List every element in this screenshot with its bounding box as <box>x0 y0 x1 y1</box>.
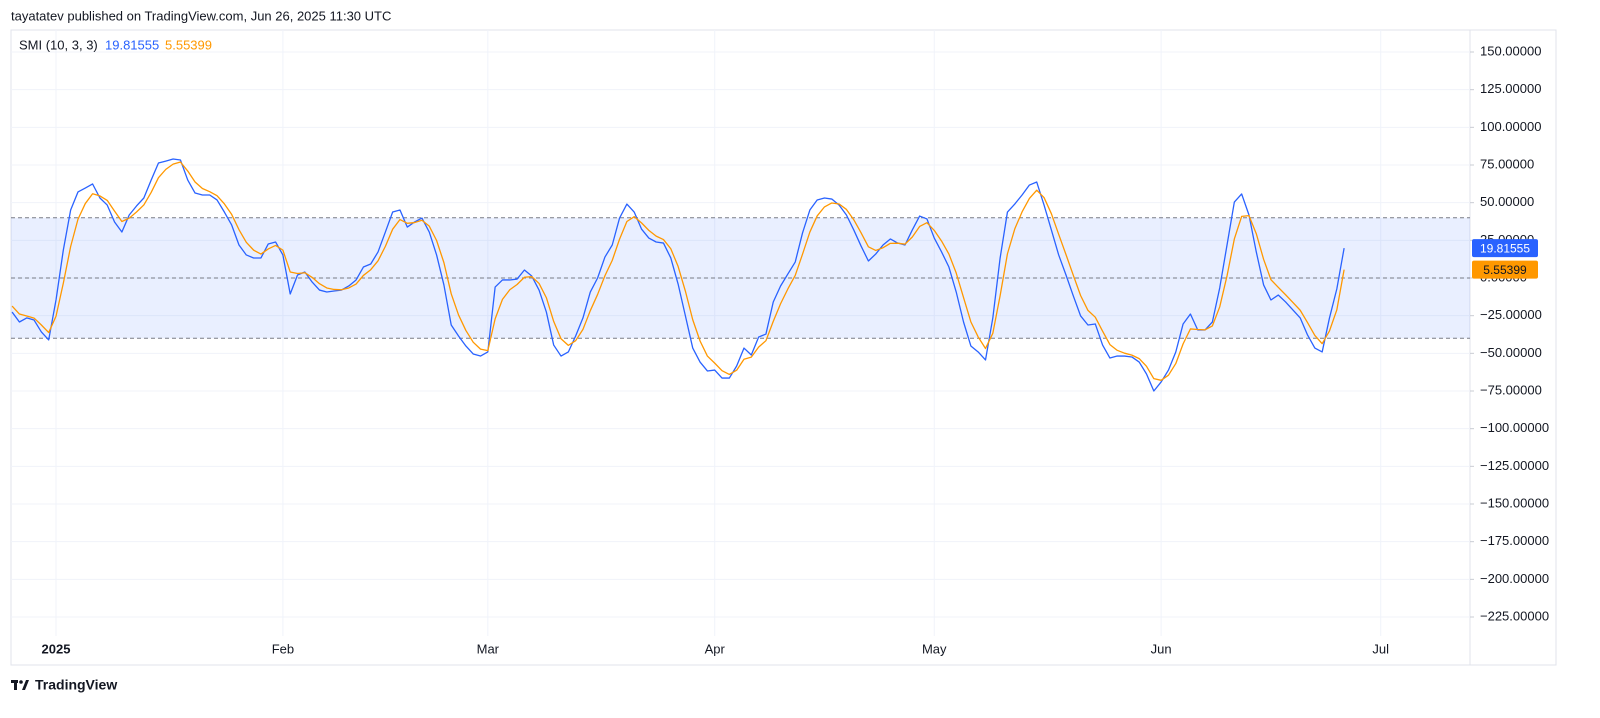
y-tick-label: 50.00000 <box>1480 194 1534 209</box>
x-tick-label: Jul <box>1372 641 1389 656</box>
legend-value: 5.55399 <box>165 37 212 52</box>
y-tick-label: 100.00000 <box>1480 119 1541 134</box>
last-value-label: 5.55399 <box>1483 263 1527 277</box>
y-tick-label: 125.00000 <box>1480 81 1541 96</box>
frame <box>10 29 1557 666</box>
header: tayatatev published on TradingView.com, … <box>11 8 391 23</box>
y-tick-label: −175.00000 <box>1480 533 1549 548</box>
series-line <box>11 161 1345 381</box>
last-value-label: 19.81555 <box>1480 241 1530 255</box>
legend: SMI (10, 3, 3) 19.81555 5.55399 <box>19 37 212 52</box>
x-tick-label: 2025 <box>42 641 71 656</box>
series-line <box>11 158 1345 392</box>
y-tick-label: −75.00000 <box>1480 382 1542 397</box>
y-tick-label: −25.00000 <box>1480 307 1542 322</box>
x-tick-label: Mar <box>477 641 500 656</box>
footer-brand: TradingView <box>35 677 117 693</box>
x-tick-label: Feb <box>272 641 294 656</box>
x-tick-label: Jun <box>1151 641 1172 656</box>
footer-logo: TradingView <box>11 677 117 693</box>
y-tick-label: −200.00000 <box>1480 571 1549 586</box>
y-tick-label: −100.00000 <box>1480 420 1549 435</box>
y-tick-label: −150.00000 <box>1480 495 1549 510</box>
y-tick-label: −50.00000 <box>1480 345 1542 360</box>
y-tick-label: 150.00000 <box>1480 43 1541 58</box>
y-tick-label: −225.00000 <box>1480 608 1549 623</box>
legend-title: SMI (10, 3, 3) <box>19 37 98 52</box>
x-tick-label: May <box>922 641 947 656</box>
plot-area <box>11 30 1470 636</box>
y-tick-label: 75.00000 <box>1480 156 1534 171</box>
last-value-box <box>1472 260 1538 279</box>
y-tick-label: −125.00000 <box>1480 458 1549 473</box>
last-value-box <box>1472 239 1538 258</box>
legend-value: 19.81555 <box>105 37 159 52</box>
x-tick-label: Apr <box>705 641 726 656</box>
